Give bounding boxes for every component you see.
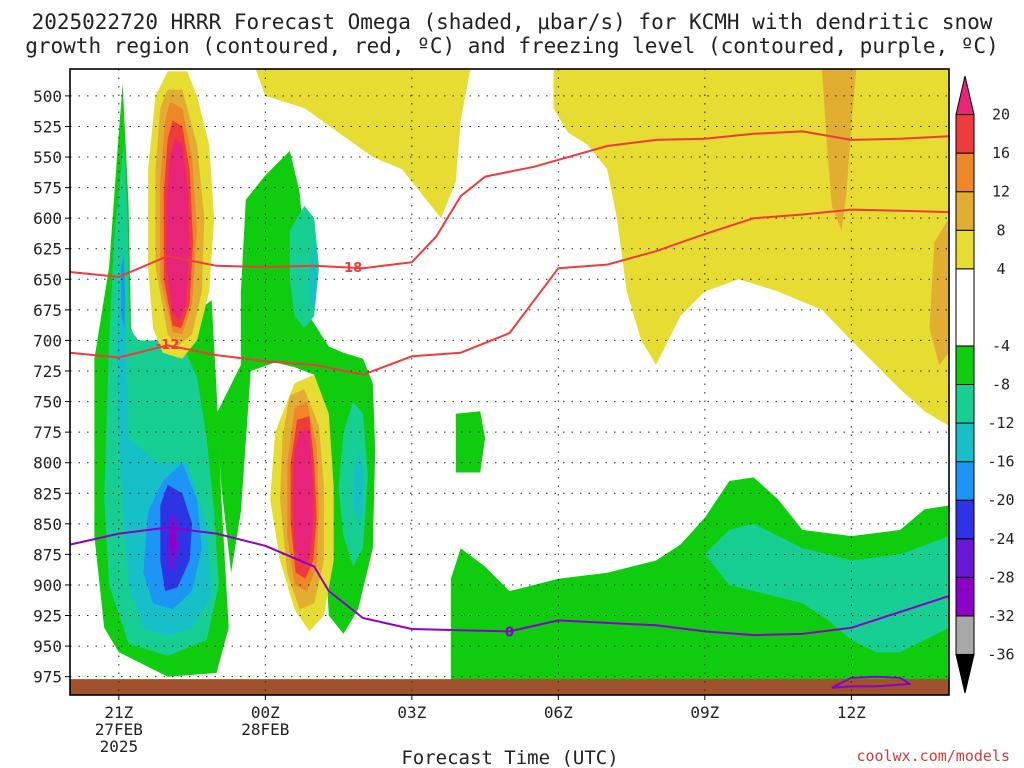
colorbar-bin--12--8 xyxy=(955,384,975,424)
colorbar-label--8: -8 xyxy=(992,376,1010,394)
xtick-label-3-1: 28FEB xyxy=(241,720,289,739)
colorbar-label-16: 16 xyxy=(992,144,1010,162)
contour-label-0: 18 xyxy=(344,261,362,276)
ytick-label-975: 975 xyxy=(33,668,62,687)
ytick-label-750: 750 xyxy=(33,393,62,412)
chart-title: 2025022720 HRRR Forecast Omega (shaded, … xyxy=(25,10,999,58)
ytick-label-675: 675 xyxy=(33,301,62,320)
ytick-label-500: 500 xyxy=(33,87,62,106)
y-axis-pressure-labels: 500 525 550 575 600 625 650 675 700 725 750 775 800 8… xyxy=(33,87,70,687)
colorbar-bin--24--20 xyxy=(955,499,975,540)
omega-shaded-region-15 xyxy=(170,523,177,557)
colorbar-bin--4-4 xyxy=(955,268,975,347)
contour-label-1: -12 xyxy=(156,338,180,353)
colorbar-label-8: 8 xyxy=(996,221,1005,239)
colorbar-above-arrow xyxy=(955,75,975,116)
colorbar-label--16: -16 xyxy=(987,453,1014,471)
xtick-label-0-0: 21Z xyxy=(104,703,133,722)
colorbar-label--24: -24 xyxy=(987,530,1014,548)
ytick-label-525: 525 xyxy=(33,117,62,136)
title-line-2: growth region (contoured, red, ºC) and f… xyxy=(25,34,999,58)
x-axis-title: Forecast Time (UTC) xyxy=(401,747,618,768)
colorbar-label--28: -28 xyxy=(987,568,1014,586)
colorbar-label--4: -4 xyxy=(992,337,1010,355)
colorbar-label--20: -20 xyxy=(987,491,1014,509)
ytick-label-775: 775 xyxy=(33,423,62,442)
title-line-1: 2025022720 HRRR Forecast Omega (shaded, … xyxy=(32,10,993,34)
colorbar-bin--32--28 xyxy=(955,576,975,617)
omega-shaded-region-2 xyxy=(455,411,486,473)
omega-shaded-region-16 xyxy=(255,69,471,219)
xtick-label-15-0: 12Z xyxy=(837,703,866,722)
omega-shaded-region-7 xyxy=(704,523,949,653)
colorbar-label--12: -12 xyxy=(987,414,1014,432)
colorbar-bin-8-12 xyxy=(955,191,975,231)
source-credit: coolwx.com/models xyxy=(856,747,1010,765)
omega-shaded-region-3 xyxy=(450,477,949,689)
xtick-label-6-0: 03Z xyxy=(397,703,426,722)
ytick-label-650: 650 xyxy=(33,270,62,289)
colorbar-bin--8--4 xyxy=(955,345,975,385)
ytick-label-800: 800 xyxy=(33,454,62,473)
ytick-label-950: 950 xyxy=(33,637,62,656)
colorbar-bin-12-16 xyxy=(955,152,975,193)
omega-shaded-region-23 xyxy=(929,218,949,365)
colorbar-label--36: -36 xyxy=(987,645,1014,663)
colorbar-label-4: 4 xyxy=(996,260,1005,278)
ytick-label-925: 925 xyxy=(33,607,62,626)
colorbar-bin--28--24 xyxy=(955,538,975,578)
omega-shaded-region-29 xyxy=(293,429,314,566)
omega-shaded-region-1 xyxy=(216,150,376,634)
colorbar-bin-4-8 xyxy=(955,229,975,270)
contour-line-0 xyxy=(69,130,950,278)
plot-frame xyxy=(69,68,950,696)
colorbar-bin--16--12 xyxy=(955,422,975,463)
ytick-label-575: 575 xyxy=(33,179,62,198)
omega-shaded-region-10 xyxy=(353,450,363,524)
contour-lines xyxy=(69,130,950,689)
ytick-label-850: 850 xyxy=(33,515,62,534)
xtick-label-0-2: 2025 xyxy=(100,737,139,756)
contour-labels: 18 -12 0 xyxy=(156,261,514,640)
colorbar-label--32: -32 xyxy=(987,607,1014,625)
ytick-label-550: 550 xyxy=(33,148,62,167)
colorbar-below-arrow xyxy=(955,653,975,694)
xtick-label-0-1: 27FEB xyxy=(95,720,143,739)
contour-line-2 xyxy=(69,526,950,637)
ytick-label-900: 900 xyxy=(33,576,62,595)
xtick-label-3-0: 00Z xyxy=(251,703,280,722)
colorbar-label-12: 12 xyxy=(992,183,1010,201)
omega-shaded-region-30 xyxy=(70,679,949,695)
colorbar-bin-16-20 xyxy=(955,114,975,154)
ytick-label-875: 875 xyxy=(33,545,62,564)
contour-label-2: 0 xyxy=(505,625,514,640)
xtick-label-9-0: 06Z xyxy=(544,703,573,722)
colorbar-label-20: 20 xyxy=(992,106,1010,124)
ytick-label-825: 825 xyxy=(33,484,62,503)
xtick-label-12-0: 09Z xyxy=(690,703,719,722)
ytick-label-700: 700 xyxy=(33,331,62,350)
contour-line-1 xyxy=(69,208,950,376)
ytick-label-725: 725 xyxy=(33,362,62,381)
colorbar: 20 16 12 8 4 -4 -8 -12 -16 -20 -24 -28 -32 -36 xyxy=(955,75,1015,694)
ytick-label-625: 625 xyxy=(33,240,62,259)
contour-line-3 xyxy=(831,675,911,689)
ytick-label-600: 600 xyxy=(33,209,62,228)
colorbar-bin--20--16 xyxy=(955,461,975,501)
colorbar-bin--36--32 xyxy=(955,615,975,655)
omega-shaded-region-22 xyxy=(822,69,857,231)
omega-shading xyxy=(70,69,949,695)
omega-shaded-region-17 xyxy=(553,69,949,426)
omega-shaded-region-28 xyxy=(166,138,190,320)
omega-shaded-region-9 xyxy=(309,242,317,310)
